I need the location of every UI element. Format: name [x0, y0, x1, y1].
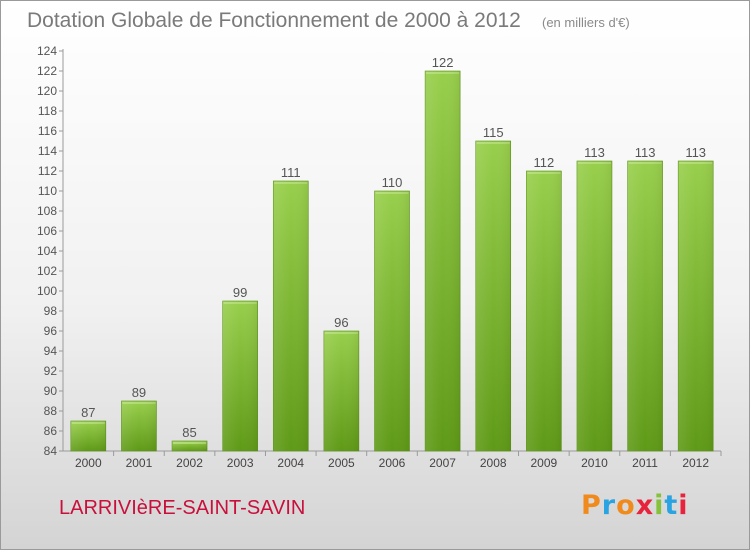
bar-shine: [526, 171, 562, 451]
bar-value-label: 87: [81, 405, 95, 420]
chart-subtitle: (en milliers d'€): [542, 15, 630, 30]
bar-value-label: 111: [281, 165, 301, 180]
y-tick-label: 90: [44, 384, 58, 398]
bar-2008: [475, 140, 512, 452]
y-tick-label: 96: [44, 324, 58, 338]
y-tick-label: 86: [44, 424, 58, 438]
x-tick-label: 2012: [682, 456, 709, 470]
y-tick-label: 120: [37, 84, 57, 98]
bar-2003: [222, 300, 258, 452]
bar-shine: [273, 181, 309, 451]
bar-2010: [576, 160, 613, 452]
x-tick-label: 2003: [227, 456, 254, 470]
bar-2000: [70, 420, 107, 452]
bar-shine: [323, 331, 359, 451]
logo-letter: i: [678, 490, 689, 521]
bars: [70, 70, 714, 452]
bar-2005: [323, 330, 360, 452]
chart-title: Dotation Globale de Fonctionnement de 20…: [27, 9, 521, 32]
logo-letter: i: [654, 490, 665, 521]
commune-name: LARRIVIèRE-SAINT-SAVIN: [59, 497, 306, 519]
x-tick-label: 2002: [176, 456, 203, 470]
bar-shine: [425, 71, 461, 451]
bar-2009: [526, 170, 562, 452]
x-tick-label: 2010: [581, 456, 608, 470]
y-tick-label: 122: [37, 64, 57, 78]
y-tick-label: 92: [44, 364, 58, 378]
y-tick-label: 98: [44, 304, 58, 318]
bar-2001: [121, 400, 157, 452]
logo-letter: r: [601, 490, 617, 521]
bar-2006: [374, 190, 410, 452]
y-tick-label: 114: [38, 144, 57, 158]
logo-letter: t: [664, 490, 679, 521]
bar-value-label: 110: [382, 175, 403, 190]
logo-letter: P: [581, 490, 602, 521]
y-tick-label: 106: [37, 224, 57, 238]
bar-2004: [272, 180, 309, 452]
bar-2002: [171, 440, 208, 452]
y-tick-label: 100: [37, 284, 57, 298]
bar-shine: [374, 191, 410, 451]
x-tick-label: 2006: [379, 456, 406, 470]
x-tick-label: 2008: [480, 456, 507, 470]
x-tick-label: 2001: [126, 456, 153, 470]
bar-value-label: 89: [132, 385, 146, 400]
y-tick-label: 110: [38, 184, 57, 198]
bar-shine: [678, 161, 714, 451]
bar-value-label: 96: [334, 315, 348, 330]
y-tick-label: 84: [44, 444, 58, 458]
y-tick-label: 118: [38, 104, 57, 118]
bar-2012: [677, 160, 714, 452]
bar-value-label: 99: [233, 285, 247, 300]
bar-value-label: 113: [635, 145, 656, 160]
y-tick-label: 124: [37, 44, 57, 58]
bar-shine: [475, 141, 511, 451]
y-tick-label: 102: [37, 264, 57, 278]
bar-value-label: 113: [685, 145, 706, 160]
y-tick-label: 116: [38, 124, 57, 138]
bar-value-label: 112: [533, 155, 554, 170]
y-tick-label: 88: [44, 404, 58, 418]
x-tick-label: 2009: [530, 456, 557, 470]
bar-shine: [222, 301, 258, 451]
bar-value-label: 115: [483, 125, 504, 140]
bar-value-label: 113: [584, 145, 605, 160]
logo-letter: x: [635, 490, 655, 521]
bar-shine: [70, 421, 106, 451]
bar-value-label: 85: [182, 425, 196, 440]
x-tick-label: 2000: [75, 456, 102, 470]
bar-2007: [424, 70, 461, 452]
bar-shine: [627, 161, 663, 451]
logo-letter: o: [616, 490, 636, 521]
proxiti-logo[interactable]: Proxiti: [581, 490, 689, 521]
data-labels: 87 89 85 99 111 96 110 122 115 112 113 113 113: [81, 55, 706, 440]
x-tick-label: 2004: [277, 456, 304, 470]
bar-2011: [627, 160, 663, 452]
bar-shine: [121, 401, 157, 451]
y-tick-label: 108: [37, 204, 57, 218]
x-tick-label: 2007: [429, 456, 456, 470]
bar-shine: [172, 441, 208, 451]
x-tick-label: 2005: [328, 456, 355, 470]
y-tick-label: 104: [37, 244, 57, 258]
bar-shine: [576, 161, 612, 451]
y-tick-label: 112: [38, 164, 57, 178]
bar-value-label: 122: [432, 55, 454, 70]
y-tick-label: 94: [44, 344, 58, 358]
x-tick-label: 2011: [632, 456, 658, 470]
